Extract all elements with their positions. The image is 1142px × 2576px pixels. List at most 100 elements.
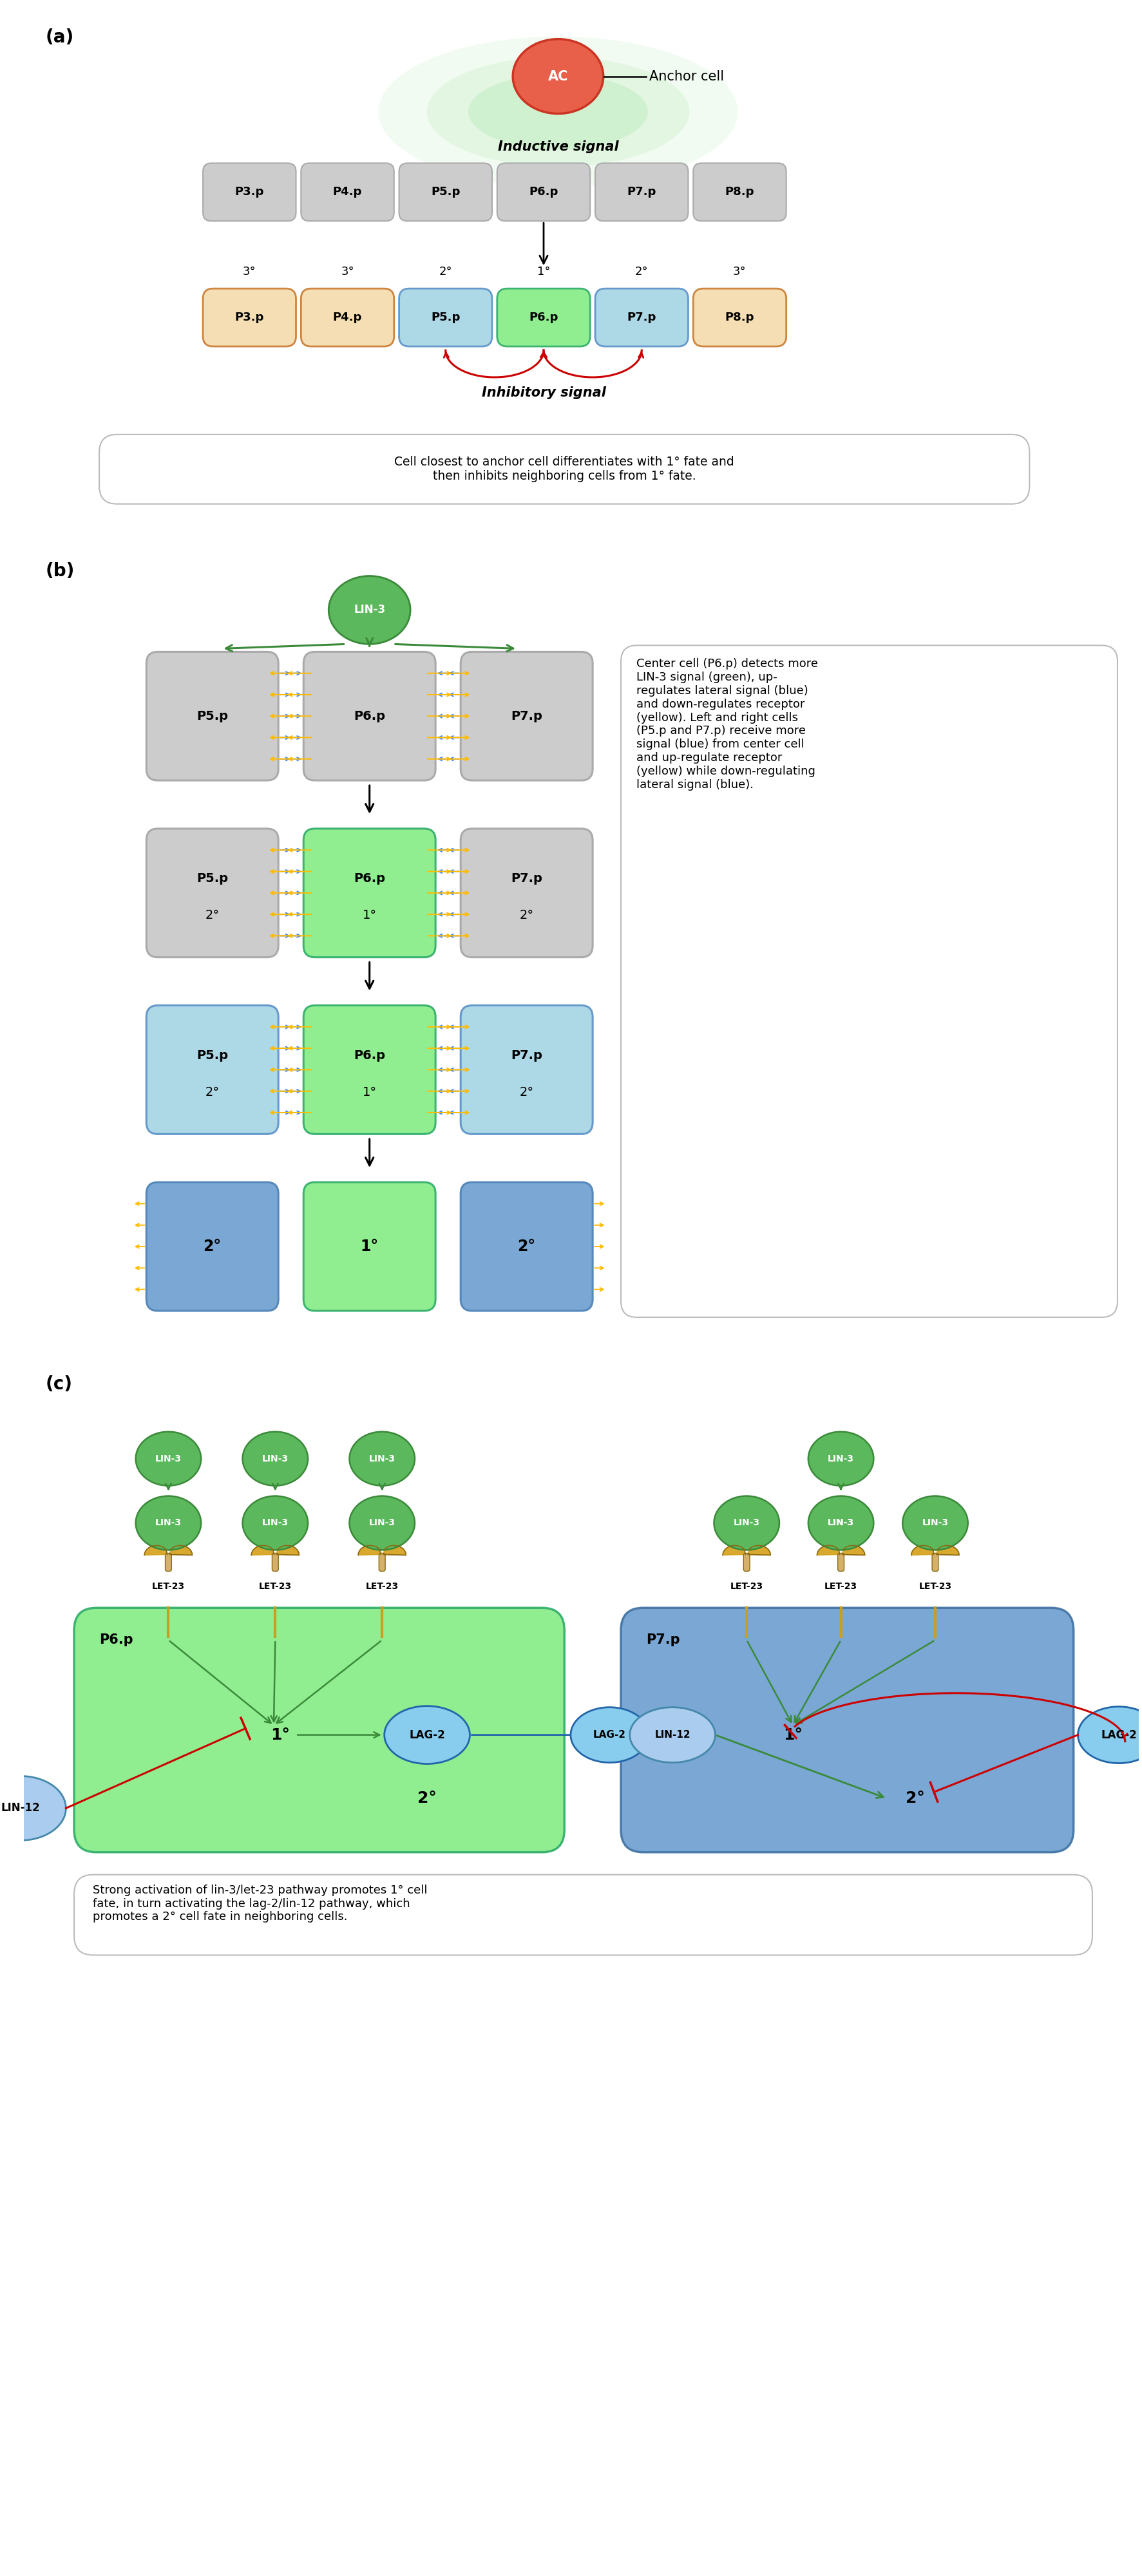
Text: LET-23: LET-23: [918, 1582, 951, 1592]
Text: P3.p: P3.p: [235, 185, 264, 198]
Text: AC: AC: [548, 70, 568, 82]
Polygon shape: [723, 1546, 745, 1556]
Text: 2°: 2°: [206, 1087, 219, 1097]
FancyBboxPatch shape: [379, 1553, 385, 1571]
FancyBboxPatch shape: [743, 1553, 749, 1571]
Text: P6.p: P6.p: [529, 185, 558, 198]
Text: LIN-12: LIN-12: [654, 1731, 690, 1739]
FancyBboxPatch shape: [460, 652, 593, 781]
Text: (a): (a): [46, 28, 74, 46]
FancyBboxPatch shape: [300, 162, 394, 222]
Ellipse shape: [468, 75, 648, 149]
Text: 3°: 3°: [243, 265, 256, 278]
FancyBboxPatch shape: [304, 1182, 435, 1311]
Text: P7.p: P7.p: [627, 185, 656, 198]
FancyBboxPatch shape: [932, 1553, 938, 1571]
Text: 2°: 2°: [520, 1087, 533, 1097]
Text: LIN-3: LIN-3: [354, 605, 385, 616]
FancyBboxPatch shape: [399, 289, 492, 345]
Text: P7.p: P7.p: [627, 312, 656, 322]
Text: 1°: 1°: [537, 265, 550, 278]
Text: LIN-3: LIN-3: [369, 1517, 395, 1528]
Text: (b): (b): [46, 562, 75, 580]
Text: P4.p: P4.p: [332, 312, 362, 322]
Text: LIN-3: LIN-3: [155, 1455, 182, 1463]
Ellipse shape: [384, 1705, 469, 1765]
FancyBboxPatch shape: [146, 1005, 279, 1133]
Text: P3.p: P3.p: [235, 312, 264, 322]
Ellipse shape: [242, 1497, 307, 1551]
Ellipse shape: [329, 577, 410, 644]
Text: LET-23: LET-23: [825, 1582, 856, 1592]
FancyBboxPatch shape: [497, 289, 589, 345]
Text: 1°: 1°: [362, 1087, 377, 1097]
Text: P4.p: P4.p: [332, 185, 362, 198]
FancyBboxPatch shape: [146, 652, 279, 781]
FancyBboxPatch shape: [99, 435, 1029, 505]
Text: LET-23: LET-23: [365, 1582, 399, 1592]
Text: LAG-2: LAG-2: [409, 1728, 444, 1741]
Text: 1°: 1°: [271, 1726, 290, 1741]
FancyBboxPatch shape: [74, 1607, 564, 1852]
Ellipse shape: [242, 1432, 307, 1486]
Ellipse shape: [1077, 1708, 1142, 1762]
Text: LIN-3: LIN-3: [827, 1455, 854, 1463]
Ellipse shape: [902, 1497, 967, 1551]
Ellipse shape: [513, 39, 603, 113]
Text: 2°: 2°: [206, 909, 219, 922]
FancyBboxPatch shape: [300, 289, 394, 345]
Text: 2°: 2°: [417, 1790, 436, 1806]
Polygon shape: [911, 1546, 933, 1556]
FancyBboxPatch shape: [693, 162, 786, 222]
Ellipse shape: [136, 1432, 201, 1486]
Text: 2°: 2°: [517, 1239, 536, 1255]
Polygon shape: [748, 1546, 770, 1556]
Text: LIN-3: LIN-3: [733, 1517, 759, 1528]
Text: P5.p: P5.p: [431, 312, 460, 322]
FancyBboxPatch shape: [497, 162, 589, 222]
Ellipse shape: [349, 1497, 415, 1551]
Text: LIN-3: LIN-3: [922, 1517, 948, 1528]
Polygon shape: [144, 1546, 167, 1556]
Text: P5.p: P5.p: [196, 873, 228, 886]
Polygon shape: [169, 1546, 192, 1556]
Text: P6.p: P6.p: [529, 312, 558, 322]
FancyBboxPatch shape: [595, 289, 687, 345]
Text: 1°: 1°: [782, 1726, 802, 1741]
Text: 3°: 3°: [733, 265, 746, 278]
Text: P7.p: P7.p: [510, 1048, 542, 1061]
Polygon shape: [276, 1546, 299, 1556]
Text: LIN-3: LIN-3: [155, 1517, 182, 1528]
Text: 2°: 2°: [904, 1790, 924, 1806]
Text: P7.p: P7.p: [510, 873, 542, 886]
Text: Anchor cell: Anchor cell: [649, 70, 724, 82]
FancyBboxPatch shape: [203, 289, 296, 345]
Text: LIN-3: LIN-3: [262, 1455, 288, 1463]
FancyBboxPatch shape: [460, 829, 593, 958]
Text: Strong activation of lin-3/let-23 pathway promotes 1° cell
fate, in turn activat: Strong activation of lin-3/let-23 pathwa…: [93, 1883, 427, 1922]
Ellipse shape: [136, 1497, 201, 1551]
FancyBboxPatch shape: [146, 1182, 279, 1311]
Text: P8.p: P8.p: [725, 185, 754, 198]
Polygon shape: [842, 1546, 864, 1556]
Text: LIN-3: LIN-3: [827, 1517, 854, 1528]
FancyBboxPatch shape: [166, 1553, 171, 1571]
Text: 2°: 2°: [635, 265, 648, 278]
Text: P6.p: P6.p: [354, 873, 385, 886]
Text: (c): (c): [46, 1376, 73, 1394]
Text: Cell closest to anchor cell differentiates with 1° fate and
then inhibits neighb: Cell closest to anchor cell differentiat…: [394, 456, 734, 482]
Text: LIN-3: LIN-3: [262, 1517, 288, 1528]
Ellipse shape: [570, 1708, 649, 1762]
Text: 2°: 2°: [439, 265, 452, 278]
Text: P8.p: P8.p: [725, 312, 754, 322]
Text: Inductive signal: Inductive signal: [498, 142, 618, 155]
FancyBboxPatch shape: [399, 162, 492, 222]
Polygon shape: [251, 1546, 274, 1556]
FancyBboxPatch shape: [595, 162, 687, 222]
Text: LIN-3: LIN-3: [827, 1517, 854, 1528]
FancyBboxPatch shape: [272, 1553, 279, 1571]
Ellipse shape: [378, 36, 738, 188]
Text: LET-23: LET-23: [730, 1582, 763, 1592]
FancyBboxPatch shape: [304, 829, 435, 958]
Text: 3°: 3°: [340, 265, 354, 278]
